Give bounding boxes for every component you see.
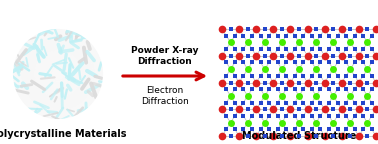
- Circle shape: [45, 61, 71, 87]
- Circle shape: [37, 53, 79, 95]
- Circle shape: [53, 69, 63, 79]
- Circle shape: [16, 32, 99, 116]
- Text: Powder X-ray
Diffraction: Powder X-ray Diffraction: [131, 46, 199, 66]
- Circle shape: [32, 48, 84, 100]
- Circle shape: [11, 27, 105, 121]
- Circle shape: [35, 51, 81, 97]
- Circle shape: [6, 22, 110, 126]
- Text: Modulated Structure: Modulated Structure: [242, 131, 356, 141]
- Text: Polycrystalline Materials: Polycrystalline Materials: [0, 129, 126, 139]
- Circle shape: [19, 35, 97, 113]
- Circle shape: [6, 22, 110, 126]
- Circle shape: [29, 45, 87, 103]
- Circle shape: [40, 56, 76, 92]
- Circle shape: [27, 43, 89, 105]
- Circle shape: [50, 66, 66, 82]
- Circle shape: [6, 22, 110, 126]
- Circle shape: [56, 71, 60, 77]
- Circle shape: [9, 25, 107, 123]
- Text: Electron
Diffraction: Electron Diffraction: [141, 86, 189, 106]
- Circle shape: [48, 64, 68, 84]
- Circle shape: [24, 40, 92, 108]
- Circle shape: [14, 30, 102, 118]
- Circle shape: [42, 58, 74, 90]
- Circle shape: [22, 38, 94, 110]
